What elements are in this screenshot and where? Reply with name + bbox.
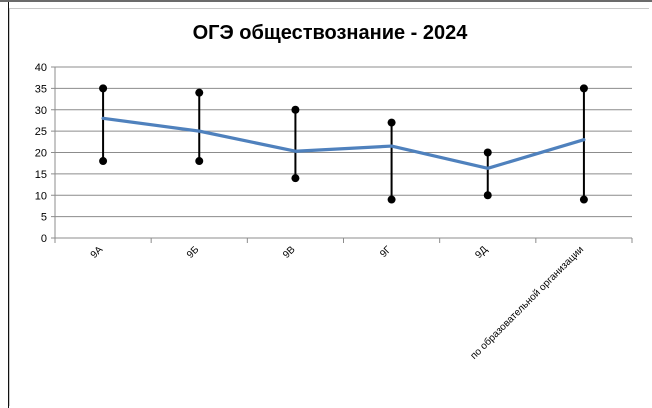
y-tick-label: 25 <box>35 126 47 138</box>
max-point <box>579 84 588 93</box>
series-line <box>101 116 586 170</box>
x-tick-label: 9Г <box>378 244 394 260</box>
y-tick-label: 10 <box>35 190 47 202</box>
min-point <box>291 174 300 183</box>
x-tick-label: 9Б <box>185 244 202 261</box>
axis-layer <box>51 66 633 243</box>
y-tick-label: 15 <box>35 169 47 181</box>
max-point <box>291 105 300 114</box>
x-tick-label: 9В <box>281 244 298 261</box>
max-point <box>387 118 396 127</box>
min-point <box>483 191 492 200</box>
min-point <box>99 157 108 166</box>
error-bars-layer <box>99 84 588 204</box>
max-point <box>195 88 204 97</box>
min-point <box>579 195 588 204</box>
min-point <box>195 157 204 166</box>
y-tick-label: 0 <box>41 233 47 245</box>
chart-title: ОГЭ обществознание - 2024 <box>192 22 468 44</box>
y-tick-label: 30 <box>35 105 47 117</box>
x-tick-label: по образовательной организации <box>468 244 586 362</box>
x-tick-label: 9Д <box>473 244 490 261</box>
max-point <box>99 84 108 93</box>
chart-area <box>9 8 649 406</box>
y-tick-label: 40 <box>35 62 47 74</box>
y-tick-label: 20 <box>35 148 47 160</box>
y-tick-label: 35 <box>35 83 47 95</box>
line-layer <box>101 116 586 170</box>
left-border <box>0 0 9 408</box>
x-tick-label: 9А <box>89 244 106 261</box>
top-rule <box>0 0 652 2</box>
y-tick-label: 5 <box>41 212 47 224</box>
min-point <box>387 195 396 204</box>
max-point <box>483 148 492 157</box>
